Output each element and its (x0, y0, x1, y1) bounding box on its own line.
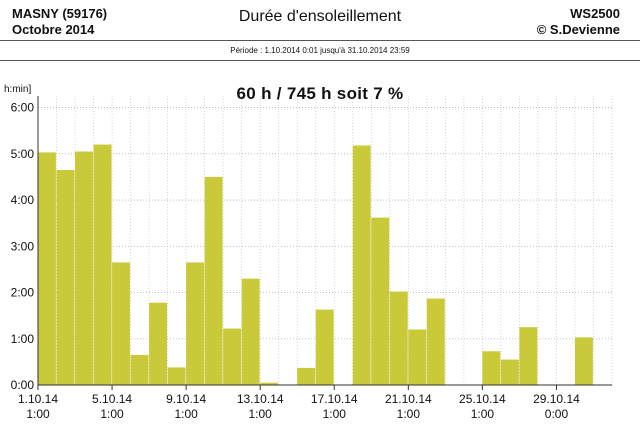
bar (297, 367, 316, 385)
bar (56, 169, 75, 385)
station-name: MASNY (59176) (12, 6, 108, 21)
bar (371, 217, 390, 385)
bar (38, 152, 56, 385)
bar (167, 367, 186, 385)
period-range: Période : 1.10.2014 0:01 jusqu'à 31.10.2… (230, 46, 410, 55)
y-tick-label: 6:00 (11, 101, 35, 115)
x-tick-label-time: 1:00 (397, 407, 421, 421)
header-divider-top (0, 40, 640, 41)
author-credit: © S.Devienne (536, 22, 620, 37)
bar (389, 291, 408, 385)
bar (519, 327, 538, 385)
bar (186, 262, 205, 385)
y-tick-label: 1:00 (11, 332, 35, 346)
product-name: WS2500 (570, 6, 620, 21)
bar (93, 144, 112, 385)
bar (574, 337, 593, 385)
bar (408, 329, 427, 385)
report-month: Octobre 2014 (12, 22, 95, 37)
bar (75, 151, 93, 385)
y-tick-label: 5:00 (11, 147, 35, 161)
y-tick-label: 3:00 (11, 239, 35, 253)
y-tick-label: 0:00 (11, 378, 35, 392)
bar (426, 298, 445, 385)
x-tick-label-date: 1.10.14 (18, 392, 58, 406)
bar (223, 328, 242, 385)
x-tick-label-date: 21.10.14 (385, 392, 432, 406)
sunshine-summary: 60 h / 745 h soit 7 % (236, 84, 404, 103)
x-tick-label-date: 25.10.14 (459, 392, 506, 406)
bar (130, 354, 149, 385)
x-tick-label-time: 1:00 (26, 407, 50, 421)
bar (352, 145, 371, 385)
x-tick-label-date: 17.10.14 (311, 392, 358, 406)
bar (149, 302, 168, 385)
chart-title: Durée d'ensoleillement (238, 8, 402, 25)
x-tick-label-date: 5.10.14 (92, 392, 132, 406)
bar (500, 359, 519, 385)
x-tick-label-time: 1:00 (249, 407, 273, 421)
x-tick-label-time: 1:00 (174, 407, 198, 421)
x-tick-label-date: 29.10.14 (533, 392, 580, 406)
y-tick-label: 4:00 (11, 193, 35, 207)
x-tick-label-time: 0:00 (545, 407, 569, 421)
header-divider-bottom (0, 60, 640, 61)
bar (241, 278, 260, 385)
bar (260, 382, 279, 385)
bar (204, 176, 223, 385)
x-tick-label-time: 1:00 (100, 407, 124, 421)
bar (482, 351, 501, 385)
y-tick-label: 2:00 (11, 286, 35, 300)
x-tick-label-date: 9.10.14 (166, 392, 206, 406)
bar (315, 309, 334, 385)
bar (112, 262, 130, 385)
x-tick-label-time: 1:00 (323, 407, 347, 421)
x-tick-label-date: 13.10.14 (237, 392, 284, 406)
y-axis-label: h:min] (4, 84, 31, 95)
x-tick-label-time: 1:00 (471, 407, 495, 421)
